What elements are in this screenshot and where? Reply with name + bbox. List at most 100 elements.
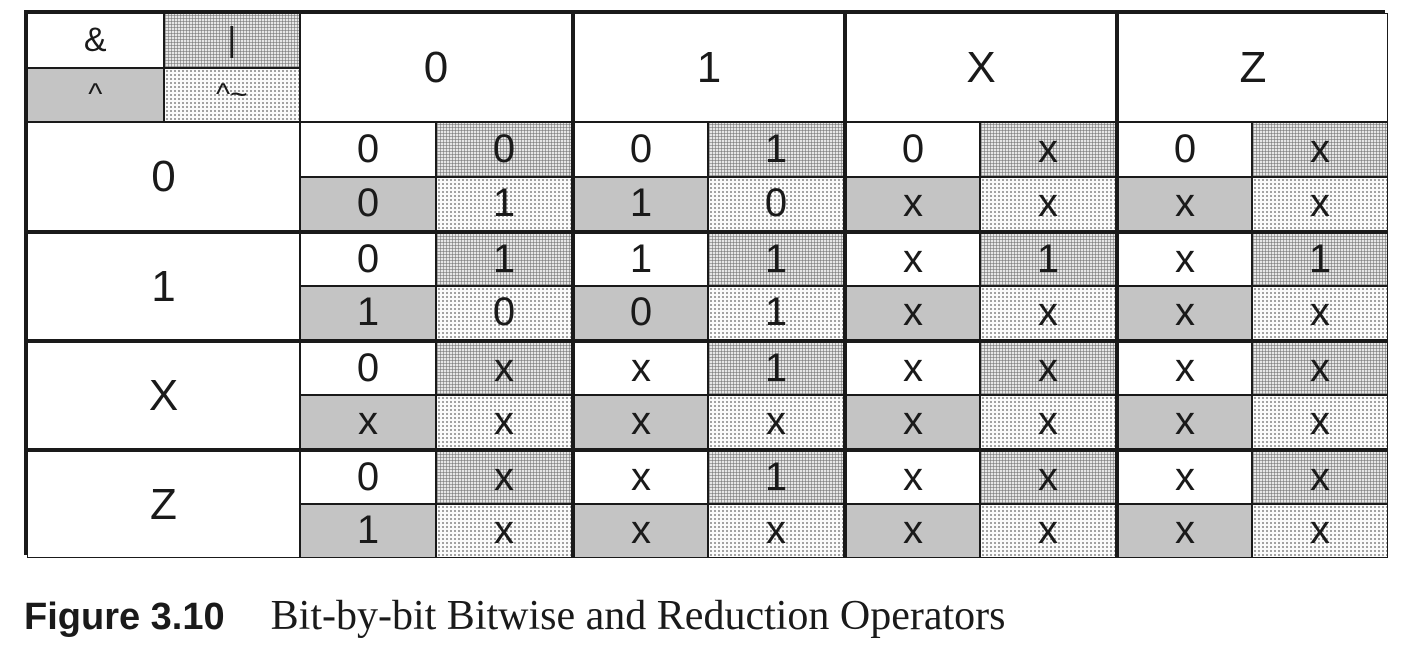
truth-cell-xnor-text: x xyxy=(1038,290,1058,335)
row-header: X xyxy=(27,340,300,449)
truth-cell-or-text: x xyxy=(1038,345,1058,390)
truth-cell-and-text: x xyxy=(903,345,923,390)
legend-xor: ^ xyxy=(27,67,164,122)
truth-cell-or: x xyxy=(980,340,1116,395)
truth-cell-xnor: x xyxy=(708,394,844,449)
truth-cell-xor: x xyxy=(572,503,708,558)
column-header: 1 xyxy=(572,13,844,122)
truth-cell-xor-text: x xyxy=(1175,290,1195,335)
truth-cell-xor-text: 0 xyxy=(356,181,380,226)
truth-cell-and: 1 xyxy=(572,231,708,286)
truth-cell-xor-text: x xyxy=(903,181,923,226)
truth-cell-and: 0 xyxy=(300,340,436,395)
row-header: 1 xyxy=(27,231,300,340)
truth-cell-xnor: x xyxy=(1252,394,1388,449)
truth-cell-and-text: 1 xyxy=(629,236,653,281)
truth-cell-xor-text: x xyxy=(1175,399,1195,444)
truth-cell-or-text: 0 xyxy=(492,126,516,171)
truth-cell-xnor-text: x xyxy=(1310,508,1330,553)
truth-cell-and-text: x xyxy=(631,345,651,390)
truth-cell-and: 0 xyxy=(572,122,708,177)
truth-cell-xor: x xyxy=(1116,394,1252,449)
truth-cell-or: 1 xyxy=(708,449,844,504)
truth-cell-xnor-text: x xyxy=(1310,399,1330,444)
truth-cell-xor-text: 1 xyxy=(356,290,380,335)
truth-cell-or: 1 xyxy=(1252,231,1388,286)
truth-cell-or-text: 1 xyxy=(1036,236,1060,281)
truth-cell-and: 0 xyxy=(844,122,980,177)
row-header-text: 1 xyxy=(151,261,176,311)
row-header-text: 0 xyxy=(151,151,176,201)
column-header-text: Z xyxy=(1239,42,1267,92)
truth-cell-xor: x xyxy=(1116,285,1252,340)
truth-cell-and: x xyxy=(1116,231,1252,286)
truth-cell-or: 1 xyxy=(708,122,844,177)
truth-cell-or-text: 1 xyxy=(764,126,788,171)
truth-cell-or: x xyxy=(1252,122,1388,177)
truth-cell-or: x xyxy=(1252,449,1388,504)
truth-cell-xor-text: x xyxy=(1175,181,1195,226)
truth-cell-or: 1 xyxy=(980,231,1116,286)
truth-cell-xnor: 1 xyxy=(436,176,572,231)
truth-cell-xnor-text: 1 xyxy=(764,290,788,335)
truth-cell-and: x xyxy=(1116,449,1252,504)
truth-cell-xor: x xyxy=(1116,176,1252,231)
truth-cell-and-text: x xyxy=(631,454,651,499)
truth-cell-xnor-text: 1 xyxy=(492,181,516,226)
truth-cell-xor-text: x xyxy=(903,399,923,444)
truth-cell-or-text: x xyxy=(1038,454,1058,499)
truth-cell-xnor: x xyxy=(980,394,1116,449)
truth-cell-xnor-text: 0 xyxy=(492,290,516,335)
truth-cell-and-text: 0 xyxy=(1173,126,1197,171)
legend-and: & xyxy=(27,13,164,68)
truth-cell-or-text: x xyxy=(1310,126,1330,171)
truth-cell-xor-text: x xyxy=(631,508,651,553)
row-header-text: Z xyxy=(150,479,177,529)
figure-caption: Figure 3.10 Bit-by-bit Bitwise and Reduc… xyxy=(24,592,1006,640)
truth-cell-or-text: 1 xyxy=(764,345,788,390)
truth-cell-or: 0 xyxy=(436,122,572,177)
truth-cell-and-text: 0 xyxy=(356,236,380,281)
truth-cell-xor: x xyxy=(1116,503,1252,558)
truth-cell-or-text: 1 xyxy=(1308,236,1332,281)
truth-cell-xnor-text: x xyxy=(1038,181,1058,226)
truth-cell-xnor: x xyxy=(1252,503,1388,558)
legend-or: | xyxy=(163,13,300,68)
truth-cell-and-text: x xyxy=(903,236,923,281)
truth-cell-xnor: 0 xyxy=(708,176,844,231)
legend-xnor: ^~ xyxy=(163,67,300,122)
truth-cell-and: x xyxy=(844,340,980,395)
truth-cell-xor: x xyxy=(844,285,980,340)
row-header-text: X xyxy=(148,370,179,420)
truth-cell-xnor: 0 xyxy=(436,285,572,340)
truth-cell-and-text: 0 xyxy=(901,126,925,171)
column-header-text: 0 xyxy=(423,42,449,92)
truth-cell-xnor: 1 xyxy=(708,285,844,340)
truth-cell-xnor: x xyxy=(708,503,844,558)
legend-xor-text: ^ xyxy=(88,77,103,111)
truth-cell-xor: 1 xyxy=(572,176,708,231)
truth-cell-and-text: 0 xyxy=(629,126,653,171)
truth-cell-xor: x xyxy=(844,503,980,558)
truth-cell-and: x xyxy=(844,449,980,504)
truth-cell-and: x xyxy=(844,231,980,286)
column-header: Z xyxy=(1116,13,1388,122)
truth-cell-xnor-text: x xyxy=(494,399,514,444)
truth-cell-or-text: x xyxy=(1038,126,1058,171)
truth-cell-xor-text: x xyxy=(903,508,923,553)
truth-cell-xnor-text: x xyxy=(766,508,786,553)
truth-cell-xnor: x xyxy=(436,503,572,558)
column-header-text: 1 xyxy=(696,42,722,92)
truth-cell-or: 1 xyxy=(708,231,844,286)
truth-cell-xnor-text: x xyxy=(1310,290,1330,335)
truth-cell-and: 0 xyxy=(300,122,436,177)
truth-cell-and-text: x xyxy=(1175,345,1195,390)
truth-cell-xor-text: x xyxy=(358,399,378,444)
column-header: 0 xyxy=(300,13,572,122)
truth-cell-xnor: x xyxy=(980,503,1116,558)
figure-title: Bit-by-bit Bitwise and Reduction Operato… xyxy=(270,593,1006,639)
truth-cell-xor-text: x xyxy=(631,399,651,444)
truth-cell-or-text: 1 xyxy=(764,236,788,281)
truth-cell-and: 0 xyxy=(300,449,436,504)
truth-cell-and: 0 xyxy=(1116,122,1252,177)
